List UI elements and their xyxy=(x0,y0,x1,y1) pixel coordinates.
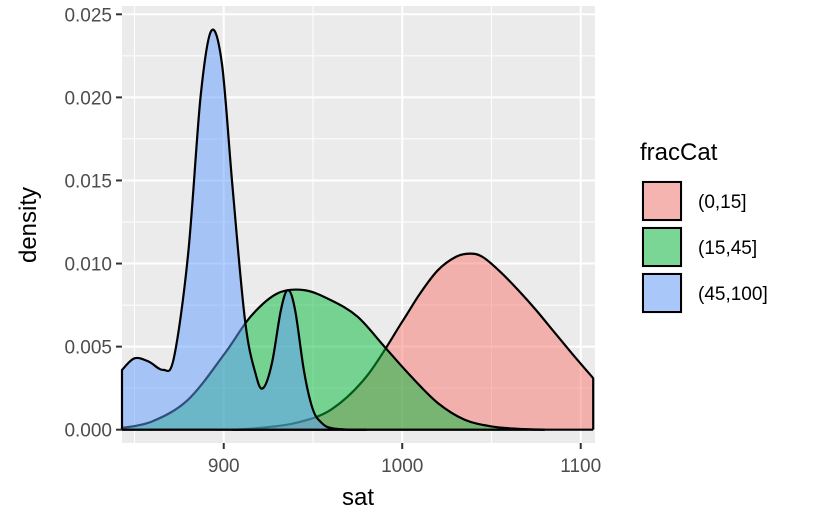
y-tick-label: 0.025 xyxy=(64,5,112,26)
legend-label: (0,15] xyxy=(698,192,747,213)
x-axis-title: sat xyxy=(342,484,374,511)
y-tick-label: 0.015 xyxy=(64,171,112,192)
legend-label: (45,100] xyxy=(698,284,768,305)
density-outline-3 xyxy=(120,28,367,431)
y-tick-label: 0.010 xyxy=(64,255,112,276)
x-tick-label: 1000 xyxy=(381,456,423,477)
legend-title: fracCat xyxy=(640,139,718,166)
y-tick-label: 0.000 xyxy=(64,421,112,442)
legend-swatch xyxy=(642,273,682,313)
legend-swatch xyxy=(642,227,682,267)
legend: fracCat (0,15] (15,45] (45,100] xyxy=(640,139,768,314)
y-tick-label: 0.005 xyxy=(64,338,112,359)
x-axis: 900 1000 1100 xyxy=(208,443,601,477)
legend-items: (0,15] (15,45] (45,100] xyxy=(641,180,768,314)
y-tick-label: 0.020 xyxy=(64,88,112,109)
density-area-3 xyxy=(122,29,367,430)
x-tick-label: 1100 xyxy=(560,456,601,477)
density-area-1 xyxy=(232,253,594,430)
x-tick-label: 900 xyxy=(208,456,240,477)
legend-swatch xyxy=(642,181,682,221)
density-areas xyxy=(120,28,595,431)
y-axis: 0.000 0.005 0.010 0.015 0.020 0.025 xyxy=(64,5,122,442)
legend-label: (15,45] xyxy=(698,238,757,259)
y-axis-title: density xyxy=(15,187,42,263)
